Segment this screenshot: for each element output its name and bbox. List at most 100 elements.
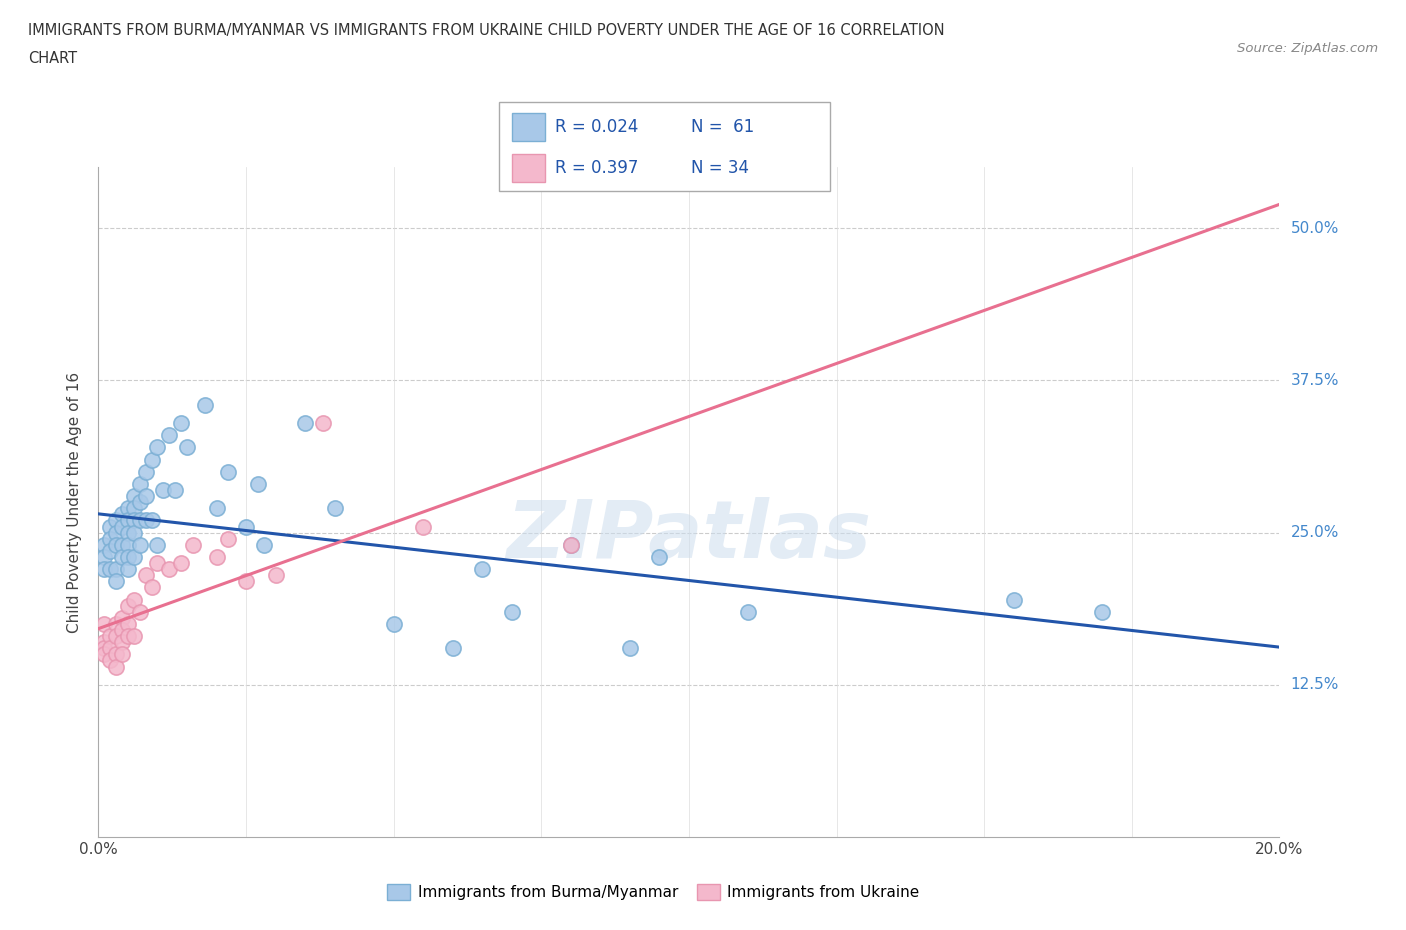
Point [111,550,134,565]
Point [111,507,134,522]
Point [122,501,145,516]
Text: R = 0.024: R = 0.024 [555,118,638,136]
Text: 50.0%: 50.0% [1291,220,1339,236]
FancyBboxPatch shape [512,153,546,182]
Point [141,580,163,595]
Point [117,538,139,552]
Point [146,538,169,552]
Point [157,562,180,577]
Point [98,629,121,644]
Point [217,531,239,546]
Point [146,555,169,570]
Point [117,525,139,540]
Point [111,610,134,625]
Point [93,538,115,552]
Point [501,604,523,619]
Point [105,647,128,662]
Point [105,525,128,540]
Point [93,647,115,662]
Point [93,635,115,650]
Point [135,464,157,479]
Point [146,440,169,455]
Point [560,538,582,552]
Point [441,641,464,656]
Point [382,617,405,631]
Text: 25.0%: 25.0% [1291,525,1339,540]
Point [122,550,145,565]
Point [170,416,193,431]
Point [205,550,228,565]
Point [323,501,346,516]
Point [105,659,128,674]
Text: ZIPatlas: ZIPatlas [506,497,872,575]
Text: Source: ZipAtlas.com: Source: ZipAtlas.com [1237,42,1378,55]
Point [135,568,157,583]
Point [111,635,134,650]
Point [560,538,582,552]
Point [111,622,134,637]
Point [122,525,145,540]
Point [194,397,217,412]
Point [98,562,121,577]
Point [412,519,434,534]
Point [294,416,316,431]
FancyBboxPatch shape [499,102,830,191]
Text: 12.5%: 12.5% [1291,677,1339,692]
Text: N =  61: N = 61 [690,118,754,136]
Text: N = 34: N = 34 [690,159,749,177]
Point [122,488,145,503]
Point [737,604,759,619]
Point [105,617,128,631]
Point [217,464,239,479]
Point [1002,592,1025,607]
Point [117,598,139,613]
Point [98,531,121,546]
Point [246,476,269,491]
Point [165,483,187,498]
Point [471,562,494,577]
Point [170,555,193,570]
Point [98,641,121,656]
Point [111,647,134,662]
Point [117,562,139,577]
Point [157,428,180,443]
Point [264,568,287,583]
FancyBboxPatch shape [512,113,546,141]
Legend: Immigrants from Burma/Myanmar, Immigrants from Ukraine: Immigrants from Burma/Myanmar, Immigrant… [381,878,925,907]
Point [111,538,134,552]
Point [312,416,335,431]
Point [619,641,641,656]
Point [117,617,139,631]
Point [176,440,198,455]
Point [152,483,174,498]
Point [235,519,257,534]
Point [128,604,150,619]
Point [93,617,115,631]
Point [117,629,139,644]
Point [135,513,157,528]
Point [93,562,115,577]
Point [105,513,128,528]
Y-axis label: Child Poverty Under the Age of 16: Child Poverty Under the Age of 16 [67,372,83,632]
Point [105,574,128,589]
Point [122,629,145,644]
Point [117,513,139,528]
Point [253,538,276,552]
Point [93,641,115,656]
Text: 37.5%: 37.5% [1291,373,1339,388]
Point [235,574,257,589]
Point [111,519,134,534]
Text: IMMIGRANTS FROM BURMA/MYANMAR VS IMMIGRANTS FROM UKRAINE CHILD POVERTY UNDER THE: IMMIGRANTS FROM BURMA/MYANMAR VS IMMIGRA… [28,23,945,38]
Point [122,592,145,607]
Point [122,513,145,528]
Point [98,519,121,534]
Point [117,550,139,565]
Point [1091,604,1114,619]
Point [648,550,671,565]
Text: CHART: CHART [28,51,77,66]
Point [128,538,150,552]
Point [205,501,228,516]
Point [93,550,115,565]
Point [105,629,128,644]
Point [181,538,204,552]
